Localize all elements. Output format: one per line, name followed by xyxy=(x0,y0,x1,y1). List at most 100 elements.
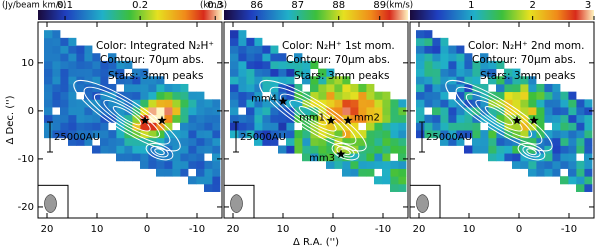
map-pixel xyxy=(278,60,287,69)
map-pixel xyxy=(44,76,53,85)
map-pixel xyxy=(576,168,585,177)
contour xyxy=(154,148,165,156)
map-pixel xyxy=(180,122,189,131)
map-pixel xyxy=(504,76,513,85)
map-pixel xyxy=(278,122,287,131)
map-pixel xyxy=(294,91,303,100)
colorbar xyxy=(224,10,408,20)
map-pixel xyxy=(212,130,221,139)
map-pixel xyxy=(84,137,93,146)
map-pixel xyxy=(374,160,383,169)
colorbar-tick-label: 88 xyxy=(332,0,345,11)
star xyxy=(336,149,346,159)
map-pixel xyxy=(358,130,367,139)
star xyxy=(157,115,167,125)
map-pixel xyxy=(584,122,593,131)
map-pixel xyxy=(424,76,433,85)
map-pixel xyxy=(456,76,465,85)
map-pixel xyxy=(390,160,399,169)
map-pixel xyxy=(164,83,173,93)
map-pixel xyxy=(286,145,295,154)
map-pixel xyxy=(496,83,505,93)
map-pixel xyxy=(464,91,473,100)
map-pixel xyxy=(520,160,529,169)
map-pixel xyxy=(528,91,537,100)
map-pixel xyxy=(204,183,213,192)
map-pixel xyxy=(536,168,545,177)
map-pixel xyxy=(302,76,311,85)
map-pixel xyxy=(204,130,213,139)
contour xyxy=(259,79,367,152)
map-pixel xyxy=(254,137,263,146)
map-pixel xyxy=(560,145,569,154)
map-pixel xyxy=(568,137,577,146)
map-pixel xyxy=(164,99,173,108)
map-pixel xyxy=(398,137,407,146)
map-pixel xyxy=(342,91,351,100)
map-pixel xyxy=(488,145,497,154)
map-pixel xyxy=(68,76,77,85)
map-pixel xyxy=(318,83,327,93)
map-pixel xyxy=(76,99,85,108)
map-pixel xyxy=(68,83,77,93)
x-tick-label: 10 xyxy=(277,224,290,235)
map-pixel xyxy=(488,76,497,85)
map-pixel xyxy=(212,145,221,154)
map-pixel xyxy=(156,107,165,116)
map-pixel xyxy=(520,107,529,116)
colorbar-tick-label: 89 xyxy=(373,0,386,11)
map-pixel xyxy=(318,122,327,131)
map-pixel xyxy=(302,60,311,69)
map-pixel xyxy=(334,130,343,139)
map-pixel xyxy=(68,60,77,69)
map-pixel xyxy=(424,91,433,100)
panel-stars-text: Stars: 3mm peaks xyxy=(294,70,389,82)
map-pixel xyxy=(334,160,343,169)
map-pixel xyxy=(302,130,311,139)
map-pixel xyxy=(472,122,481,131)
map-pixel xyxy=(68,53,77,62)
map-pixel xyxy=(496,145,505,154)
map-pixel xyxy=(536,114,545,123)
map-pixel xyxy=(552,107,561,116)
map-pixel xyxy=(512,153,521,162)
star xyxy=(529,115,539,125)
map-pixel xyxy=(424,122,433,131)
map-pixel xyxy=(44,37,53,46)
map-pixel xyxy=(334,99,343,108)
map-pixel xyxy=(156,114,165,123)
map-pixel xyxy=(302,122,311,131)
map-pixel xyxy=(390,145,399,154)
map-pixel xyxy=(246,45,255,54)
map-pixel xyxy=(100,107,109,116)
map-pixel xyxy=(552,137,561,146)
map-pixel xyxy=(432,53,441,62)
map-pixel xyxy=(416,83,425,93)
contour xyxy=(145,143,174,161)
map-pixel xyxy=(196,114,205,123)
map-pixel xyxy=(544,145,553,154)
map-pixel xyxy=(270,45,279,54)
map-pixel xyxy=(424,60,433,69)
map-pixel xyxy=(172,153,181,162)
map-pixel xyxy=(164,153,173,162)
map-pixel xyxy=(504,91,513,100)
map-pixel xyxy=(204,145,213,154)
panel-stars-text: Stars: 3mm peaks xyxy=(480,70,575,82)
map-pixel xyxy=(156,153,165,162)
map-pixel xyxy=(270,83,279,93)
map-pixel xyxy=(84,91,93,100)
map-pixel xyxy=(342,76,351,85)
map-pixel xyxy=(432,76,441,85)
map-pixel xyxy=(212,176,221,185)
map-pixel xyxy=(568,114,577,123)
map-pixel xyxy=(92,68,101,77)
map-pixel xyxy=(60,91,69,100)
map-pixel xyxy=(366,114,375,123)
map-pixel xyxy=(140,160,149,169)
map-pixel xyxy=(536,153,545,162)
map-pixel xyxy=(196,122,205,131)
colorbar-tick-label: 87 xyxy=(291,0,304,11)
panel-contour-text: Contour: 70μm abs. xyxy=(100,54,204,66)
map-pixel xyxy=(342,114,351,123)
